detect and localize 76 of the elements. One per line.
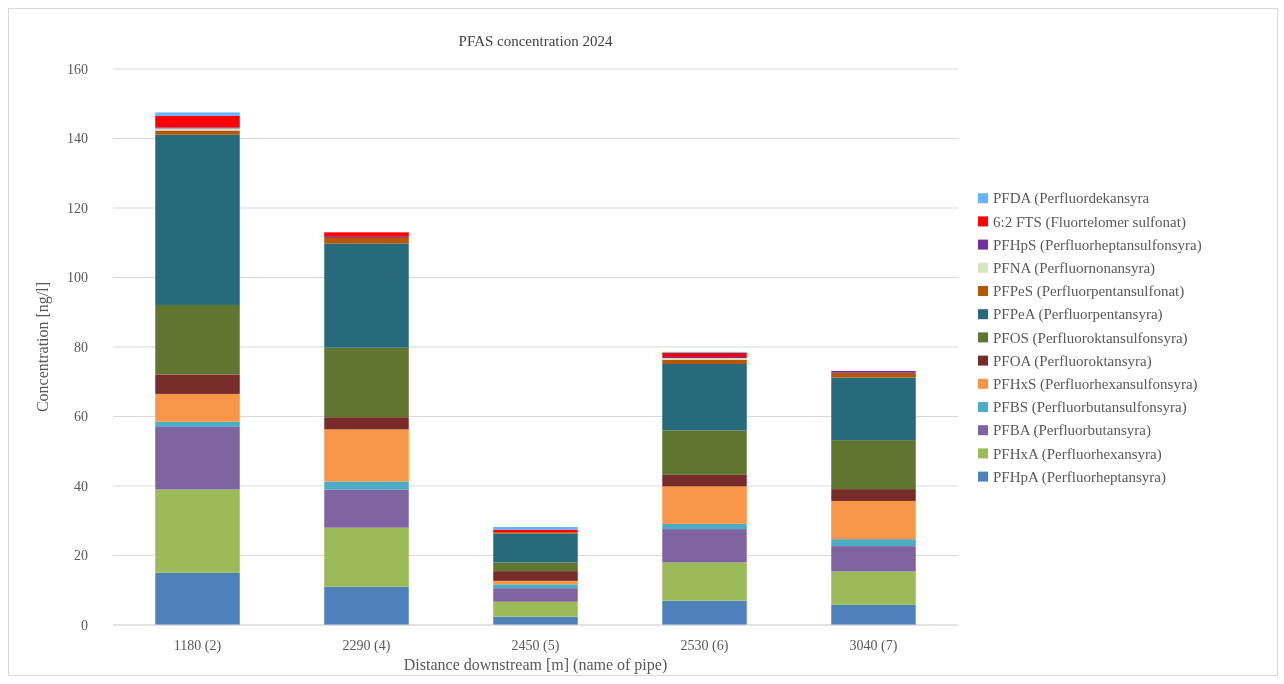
y-tick-label: 100 [67, 270, 88, 286]
y-axis-title: Concentration [ng/l] [34, 281, 52, 413]
bar [155, 134, 240, 305]
bar [831, 500, 916, 540]
legend-label: PFBS (Perfluorbutansulfonsyra) [993, 399, 1187, 417]
y-tick-label: 80 [74, 339, 88, 355]
bar [493, 584, 578, 589]
legend-label: PFOS (Perfluoroktansulfonsyra) [993, 329, 1188, 347]
x-tick-label: 3040 (7) [849, 637, 898, 654]
bar [493, 562, 578, 572]
legend-label: PFPeA (Perfluorpentansyra) [993, 306, 1163, 324]
x-tick-label: 1180 (2) [173, 637, 222, 654]
bar [493, 571, 578, 581]
y-tick-label: 120 [67, 200, 88, 216]
bar [662, 562, 747, 601]
bar [662, 352, 747, 358]
bar [155, 304, 240, 375]
bar [324, 347, 409, 418]
bar [324, 527, 409, 587]
bar [324, 429, 409, 482]
bar [831, 440, 916, 490]
bar [662, 486, 747, 524]
bar [662, 364, 747, 431]
y-tick-label: 40 [74, 478, 88, 494]
y-tick-label: 0 [81, 617, 88, 633]
bar [155, 572, 240, 625]
bar [493, 588, 578, 602]
legend-label: PFNA (Perfluornonansyra) [993, 260, 1156, 278]
bar [155, 112, 240, 116]
bar [155, 426, 240, 490]
x-axis-title: Distance downstream [m] (name of pipe) [403, 656, 668, 674]
bar [831, 571, 916, 605]
bar [324, 489, 409, 528]
bar [662, 600, 747, 625]
bar [662, 474, 747, 487]
bar [324, 417, 409, 430]
bar [324, 586, 409, 625]
bar [831, 604, 916, 625]
bar [831, 372, 916, 378]
legend-label: PFHpA (Perfluorheptansyra) [993, 468, 1166, 486]
x-tick-label: 2530 (6) [680, 637, 729, 654]
y-tick-label: 160 [67, 61, 88, 77]
legend-label: PFBA (Perfluorbutansyra) [993, 422, 1151, 440]
legend-label: PFHxA (Perfluorhexansyra) [993, 445, 1162, 463]
bar [831, 539, 916, 547]
bar [155, 115, 240, 128]
legend-label: PFPeS (Perfluorpentansulfonat) [993, 283, 1185, 301]
bar [831, 546, 916, 572]
y-tick-label: 60 [74, 409, 88, 425]
chart-title: PFAS concentration 2024 [458, 33, 613, 49]
legend-label: PFDA (Perfluordekansyra [993, 190, 1150, 208]
bar [831, 489, 916, 501]
bar [155, 489, 240, 573]
y-tick-label: 20 [74, 548, 88, 564]
legend-label: PFHpS (Perfluorheptansulfonsyra) [993, 236, 1202, 254]
bar [662, 430, 747, 475]
x-tick-label: 2450 (5) [511, 637, 560, 654]
bar [155, 393, 240, 422]
bar [831, 377, 916, 441]
bar [662, 359, 747, 365]
legend-label: PFOA (Perfluoroktansyra) [993, 352, 1152, 370]
bar [662, 523, 747, 530]
bar [155, 130, 240, 135]
bar [324, 237, 409, 244]
y-tick-label: 140 [67, 131, 88, 147]
x-tick-label: 2290 (4) [342, 637, 391, 654]
bar [324, 243, 409, 348]
legend-label: PFHxS (Perfluorhexansulfonsyra) [993, 376, 1198, 394]
bar [324, 481, 409, 490]
bar [662, 529, 747, 563]
bar [493, 601, 578, 617]
legend-label: 6:2 FTS (Fluortelomer sulfonat) [993, 213, 1186, 231]
bar [155, 374, 240, 394]
bar [155, 421, 240, 427]
bar [493, 533, 578, 563]
bar [324, 232, 409, 237]
